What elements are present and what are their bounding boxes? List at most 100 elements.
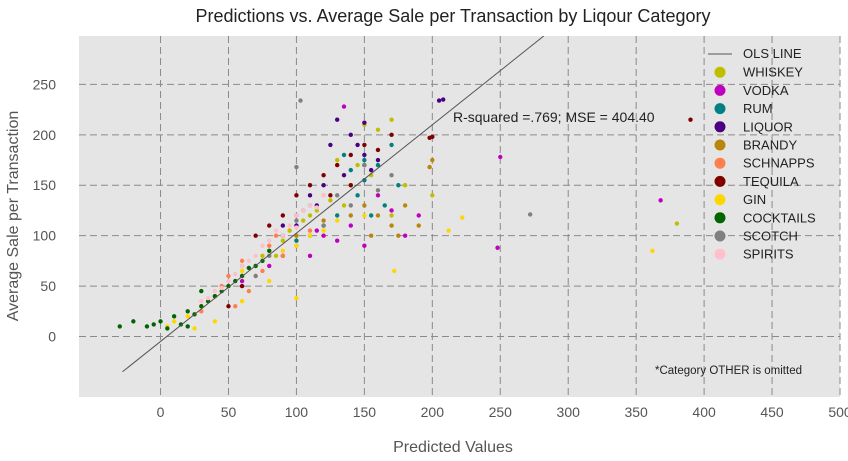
data-point-whiskey (287, 228, 292, 233)
data-point-rum (382, 203, 387, 208)
data-point-gin (239, 299, 245, 304)
data-point-scotch (298, 98, 303, 103)
data-point-spirits (239, 263, 245, 269)
legend-label-whiskey: WHISKEY (743, 65, 803, 80)
data-point-liquor (440, 97, 446, 102)
data-point-spirits (212, 288, 218, 294)
data-point-scotch (253, 273, 258, 279)
y-tick-label: 250 (33, 76, 57, 92)
data-point-schnapps (226, 273, 231, 279)
data-point-gin (239, 268, 245, 274)
data-point-vodka (239, 278, 245, 284)
y-tick-labels: 0 50 100 150 200 250 (33, 76, 57, 344)
data-point-tequila (294, 193, 299, 198)
x-tick-label: 50 (221, 404, 237, 420)
data-point-whiskey (260, 253, 265, 259)
data-point-cocktails (226, 283, 231, 289)
plot-background (79, 36, 840, 397)
data-point-spirits (253, 253, 258, 259)
data-point-gin (321, 228, 326, 233)
data-point-tequila (239, 283, 245, 289)
legend-label-scotch: SCOTCH (743, 229, 798, 244)
data-point-gin (192, 326, 197, 331)
data-point-spirits (287, 223, 292, 228)
data-point-vodka (658, 198, 663, 203)
data-point-whiskey (389, 117, 394, 122)
data-point-whiskey (314, 208, 320, 213)
data-point-spirits (301, 208, 306, 213)
x-tick-label: 450 (760, 404, 784, 420)
data-point-tequila (253, 233, 258, 238)
x-tick-label: 250 (489, 404, 513, 420)
data-point-liquor (334, 117, 340, 122)
x-tick-label: 200 (421, 404, 445, 420)
data-point-vodka (348, 223, 353, 228)
data-point-schnapps (280, 253, 286, 259)
x-tick-label: 300 (557, 404, 581, 420)
data-point-liquor (362, 152, 367, 158)
data-point-vodka (362, 243, 367, 248)
data-point-tequila (688, 117, 693, 122)
data-point-gin (267, 278, 272, 284)
data-point-brandy (362, 203, 367, 208)
data-point-tequila (362, 142, 367, 148)
y-tick-label: 0 (48, 328, 56, 344)
data-point-whiskey (375, 127, 381, 132)
legend-swatch-schnapps (714, 157, 726, 169)
data-point-vodka (375, 193, 381, 198)
data-point-gin (460, 215, 465, 220)
data-point-tequila (348, 183, 353, 188)
data-point-vodka (334, 238, 340, 243)
data-point-scotch (389, 172, 394, 178)
y-tick-label: 200 (33, 127, 57, 143)
data-point-cocktails (199, 288, 204, 294)
data-point-cocktails (158, 319, 163, 324)
data-point-rum (396, 183, 401, 188)
data-point-rum (341, 152, 347, 158)
data-point-liquor (328, 142, 333, 148)
data-point-cocktails (171, 314, 177, 319)
legend-label-vodka: VODKA (743, 83, 789, 98)
data-point-tequila (226, 304, 231, 309)
data-point-whiskey (674, 221, 680, 226)
scatter-points (117, 97, 693, 331)
data-point-brandy (430, 157, 435, 163)
data-point-spirits (219, 285, 224, 291)
x-tick-label: 0 (157, 404, 165, 420)
data-point-liquor (368, 167, 374, 173)
data-point-rum (294, 238, 299, 243)
data-point-brandy (427, 164, 432, 170)
data-point-tequila (334, 162, 340, 168)
legend-label-cocktails: COCKTAILS (743, 210, 816, 225)
legend-swatch-gin (714, 194, 726, 206)
data-point-cocktails (151, 322, 156, 327)
data-point-brandy (375, 213, 381, 218)
legend-label-spirits: SPIRITS (743, 247, 794, 262)
data-point-rum (355, 193, 360, 198)
x-tick-label: 150 (353, 404, 377, 420)
data-point-tequila (430, 134, 435, 140)
data-point-vodka (267, 263, 272, 269)
data-point-tequila (389, 132, 394, 138)
data-point-liquor (341, 172, 347, 178)
data-point-liquor (436, 98, 442, 103)
data-point-gin (171, 319, 177, 324)
data-point-whiskey (402, 183, 408, 188)
legend-swatch-rum (714, 103, 726, 115)
legend-label-liquor: LIQUOR (743, 119, 793, 134)
legend-swatch-vodka (714, 84, 726, 96)
data-point-vodka (495, 245, 500, 250)
data-point-cocktails (267, 248, 272, 253)
legend-swatch-spirits (714, 248, 726, 260)
data-point-rum (348, 167, 353, 173)
data-point-spirits (199, 299, 204, 304)
data-point-rum (362, 157, 367, 163)
data-point-gin (294, 243, 299, 248)
legend-swatch-tequila (714, 175, 726, 187)
data-point-scotch (334, 193, 340, 198)
data-point-tequila (375, 147, 381, 153)
grid-lines (79, 36, 841, 397)
data-point-whiskey (334, 157, 340, 163)
x-tick-label: 100 (285, 404, 309, 420)
data-point-spirits (294, 213, 299, 218)
